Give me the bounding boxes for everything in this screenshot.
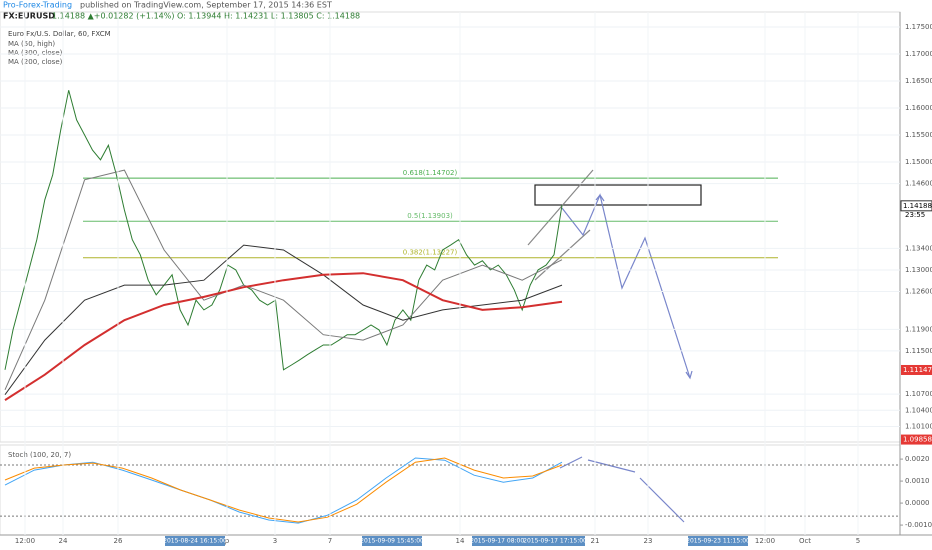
y-tick-label: 1.15000 [905, 158, 932, 166]
y-tick-label: 1.14600 [905, 180, 932, 188]
x-tick-label: 23 [644, 537, 653, 545]
x-highlight: 2015-09-23 11:15:00 [686, 538, 750, 545]
y-tick-label: 0.0020 [905, 455, 930, 463]
y-tick-label: -0.0010 [905, 521, 932, 529]
x-highlight-box [525, 536, 585, 546]
price-label: 1.14188 [903, 202, 932, 210]
x-tick-label: 5 [856, 537, 860, 545]
price-label: 1.09858 [903, 436, 932, 444]
x-highlight: 2015-09-09 15:45:00 [360, 538, 424, 545]
y-tick-label: 1.11500 [905, 347, 932, 355]
symbol: FX:EURUSD [3, 12, 55, 21]
x-highlight: 2015-08-24 16:15:00 [163, 538, 227, 545]
x-tick-label: 21 [591, 537, 600, 545]
projection [527, 169, 702, 523]
legend-entry: MA (50, high) [8, 40, 55, 48]
y-tick-label: 1.16000 [905, 104, 932, 112]
x-tick-label: 14 [456, 537, 465, 545]
y-tick-label: 1.15500 [905, 131, 932, 139]
y-tick-label: 1.17500 [905, 23, 932, 31]
y-tick-label: 1.11900 [905, 325, 932, 333]
x-highlight-box [688, 536, 748, 546]
y-tick-label: 1.10100 [905, 423, 932, 431]
published-text: published on TradingView.com, September … [80, 1, 332, 10]
series-line [4, 169, 563, 391]
x-tick-label: 3 [273, 537, 277, 545]
publisher-link[interactable]: Pro-Forex-Trading [3, 1, 72, 10]
fib-label: 0.5(1.13903) [407, 212, 453, 220]
legend-entry: MA (200, close) [8, 58, 63, 66]
fib-label: 0.618(1.14702) [403, 169, 458, 177]
y-tick-label: 1.13400 [905, 244, 932, 252]
x-tick-label: 24 [59, 537, 68, 545]
y-tick-label: 1.12600 [905, 288, 932, 296]
y-tick-label: 0.0000 [905, 499, 930, 507]
stoch-title: Stoch (100, 20, 7) [8, 451, 71, 459]
x-tick-label: 7 [328, 537, 332, 545]
y-tick-label: 1.16500 [905, 77, 932, 85]
series-line [4, 272, 563, 401]
y-tick-label: 1.10700 [905, 390, 932, 398]
x-highlight-box [165, 536, 225, 546]
legend-entry: MA (300, close) [8, 49, 63, 57]
price-label-box [900, 200, 932, 212]
price-label-box [901, 434, 932, 445]
x-highlight: 2015-09-17 17:15:00 [523, 538, 587, 545]
x-tick-label: Oct [799, 537, 811, 545]
y-tick-label: 1.10400 [905, 406, 932, 414]
chart-title: Euro Fx/U.S. Dollar, 60, FXCM [8, 30, 111, 38]
x-tick-label: 12:00 [755, 537, 775, 545]
x-highlight-box [362, 536, 422, 546]
y-tick-label: 0.0010 [905, 477, 930, 485]
series-line [4, 90, 563, 371]
x-tick-label: 12:00 [15, 537, 35, 545]
price-label: 1.11147 [903, 366, 932, 374]
price-label-box [901, 364, 932, 375]
x-highlight: 2015-09-17 08:00:00 [470, 538, 534, 545]
series-line [4, 457, 563, 523]
x-tick-label: p [225, 537, 230, 545]
y-tick-label: 1.13000 [905, 266, 932, 274]
quote: 1.14188 ▲+0.01282 (+1.14%) O: 1.13944 H:… [52, 12, 360, 21]
y-tick-label: 1.17000 [905, 50, 932, 58]
countdown: 23:55 [905, 211, 925, 219]
x-tick-label: 26 [114, 537, 123, 545]
fib-label: 0.382(1.13227) [403, 249, 458, 257]
x-highlight-box [472, 536, 532, 546]
